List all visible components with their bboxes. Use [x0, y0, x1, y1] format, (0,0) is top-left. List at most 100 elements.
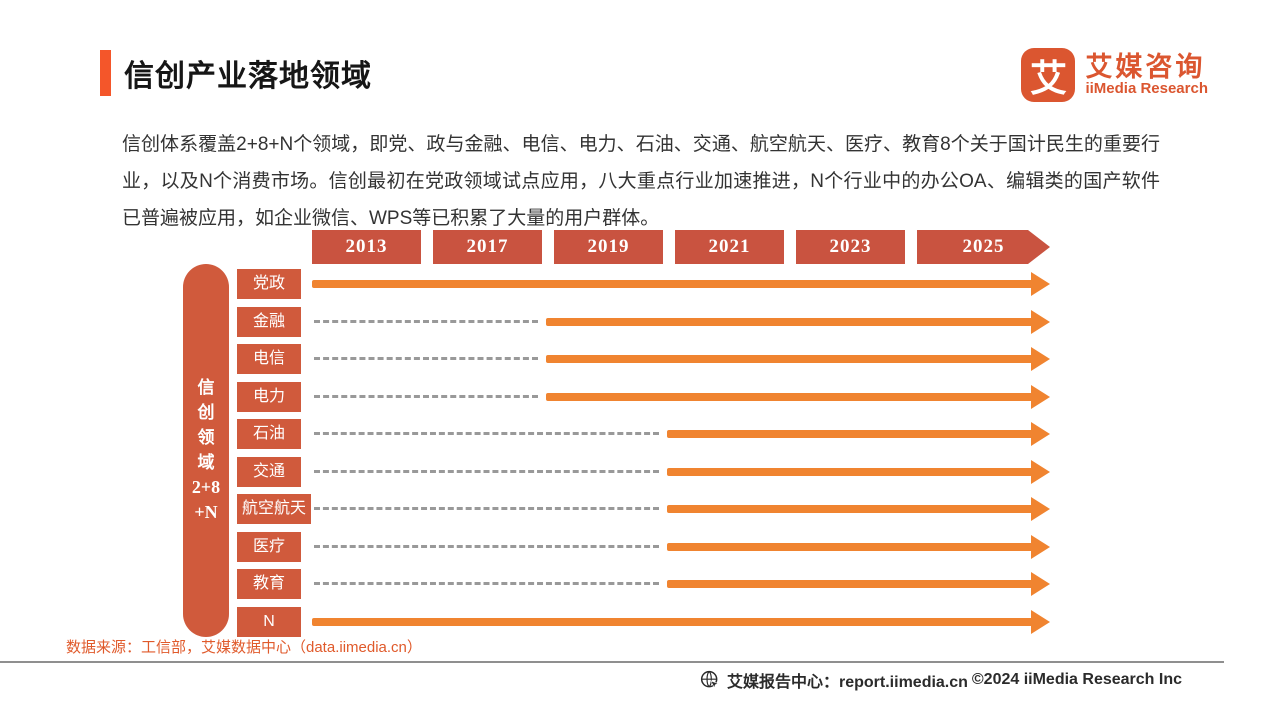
dashed-line	[314, 469, 659, 473]
row-label-wrap: 党政	[237, 269, 312, 299]
arrow-shaft	[667, 580, 1037, 588]
arrow-shaft	[546, 317, 1037, 326]
year-box: 2023	[796, 230, 905, 264]
globe-cursor-icon	[700, 670, 720, 690]
arrow-head	[1031, 309, 1050, 334]
timeline-arrow	[667, 534, 1050, 559]
row-label-wrap: N	[237, 606, 312, 637]
row-label: 石油	[237, 419, 301, 449]
arrow-head	[1031, 459, 1050, 484]
page-title: 信创产业落地领域	[124, 60, 372, 93]
row-label-wrap: 教育	[237, 569, 312, 599]
year-axis: 2013 2017 2019 2021 2023 2025	[312, 230, 1050, 264]
row-label-wrap: 电力	[237, 381, 312, 412]
row-track	[312, 344, 1050, 374]
row-track	[312, 269, 1050, 299]
iimedia-logo: 艾 艾媒咨询 iiMedia Research	[1021, 48, 1208, 102]
timeline-rows: 党政金融电信电力石油交通航空航天医疗教育 N	[237, 269, 1050, 637]
timeline-arrow	[546, 384, 1050, 409]
row-label: 教育	[237, 569, 301, 599]
year-box: 2025	[917, 230, 1050, 264]
dashed-line	[314, 582, 659, 585]
row-label-wrap: 交通	[237, 456, 312, 487]
logo-name-en: iiMedia Research	[1085, 80, 1208, 98]
dashed-line	[314, 319, 538, 323]
arrow-head	[1031, 534, 1050, 559]
arrow-shaft	[667, 505, 1037, 513]
row-label: 电力	[237, 381, 301, 412]
year-box: 2021	[675, 230, 784, 264]
intro-paragraph: 信创体系覆盖2+8+N个领域，即党、政与金融、电信、电力、石油、交通、航空航天、…	[122, 134, 1160, 229]
timeline-row: 金融	[237, 306, 1050, 337]
row-label: 党政	[237, 269, 301, 299]
arrow-shaft	[667, 467, 1037, 476]
logo-ai-icon: 艾	[1021, 48, 1076, 102]
year-box: 2017	[433, 230, 542, 264]
arrow-head	[1031, 384, 1050, 409]
row-track	[312, 569, 1050, 599]
arrow-shaft	[546, 392, 1037, 401]
row-label-wrap: 医疗	[237, 531, 312, 562]
dashed-line	[314, 394, 538, 398]
group-label-capsule: 信创领域 2+8 +N	[183, 264, 229, 637]
timeline-row: 教育	[237, 569, 1050, 599]
dashed-line	[314, 357, 538, 360]
group-label-line: 域	[197, 453, 215, 473]
group-label-line: 信	[197, 378, 215, 398]
timeline-row: 医疗	[237, 531, 1050, 562]
row-label-wrap: 金融	[237, 306, 312, 337]
arrow-head	[1031, 422, 1050, 446]
dashed-line	[314, 432, 659, 435]
report-center: 艾媒报告中心：report.iimedia.cn	[700, 668, 968, 692]
timeline-row: 电力	[237, 381, 1050, 412]
arrow-head	[1031, 347, 1050, 371]
year-box: 2013	[312, 230, 421, 264]
dashed-line	[314, 544, 659, 548]
arrow-head	[1031, 497, 1050, 521]
row-track	[312, 532, 1050, 562]
arrow-shaft	[667, 542, 1037, 551]
row-label: N	[237, 606, 301, 637]
row-label: 电信	[237, 344, 301, 374]
logo-text: 艾媒咨询 iiMedia Research	[1085, 53, 1208, 97]
timeline-row: 交通	[237, 456, 1050, 487]
timeline-row: 石油	[237, 419, 1050, 449]
timeline-row: N	[237, 606, 1050, 637]
timeline-arrow	[546, 309, 1050, 334]
arrow-shaft	[312, 617, 1037, 626]
title-accent-bar	[100, 50, 111, 96]
footer-divider	[0, 661, 1224, 663]
group-label-line: 领	[197, 428, 215, 448]
row-label-wrap: 航空航天	[237, 494, 312, 524]
row-track	[312, 607, 1050, 637]
group-label-line: 创	[197, 403, 215, 423]
row-label-wrap: 电信	[237, 344, 312, 374]
row-track	[312, 307, 1050, 337]
row-track	[312, 419, 1050, 449]
timeline-arrow	[667, 497, 1050, 521]
copyright: ©2024 iiMedia Research Inc	[971, 671, 1182, 688]
timeline-arrow	[667, 572, 1050, 596]
timeline-arrow	[667, 459, 1050, 484]
arrow-head	[1031, 609, 1050, 634]
data-source-note: 数据来源：工信部，艾媒数据中心（data.iimedia.cn）	[66, 639, 422, 656]
row-label-wrap: 石油	[237, 419, 312, 449]
arrow-head	[1031, 572, 1050, 596]
group-label-line: 2+8	[191, 477, 221, 498]
row-label: 交通	[237, 456, 301, 487]
dashed-line	[314, 507, 659, 510]
year-box: 2019	[554, 230, 663, 264]
timeline-chart: 信创领域 2+8 +N 2013 2017 2019 2021 2023 2025 党政 金融电…	[183, 230, 1050, 637]
timeline-arrow	[667, 422, 1050, 446]
row-track	[312, 457, 1050, 487]
row-track	[312, 382, 1050, 412]
timeline-arrow	[312, 609, 1050, 634]
timeline-row: 航空航天	[237, 494, 1050, 524]
row-label: 航空航天	[237, 494, 312, 524]
chart-body: 2013 2017 2019 2021 2023 2025 党政金融电信电力石油交通航空航…	[237, 230, 1050, 637]
timeline-row: 电信	[237, 344, 1050, 374]
timeline-arrow	[546, 347, 1050, 371]
timeline-row: 党政	[237, 269, 1050, 299]
report-center-label: 艾媒报告中心：report.iimedia.cn	[727, 674, 968, 691]
